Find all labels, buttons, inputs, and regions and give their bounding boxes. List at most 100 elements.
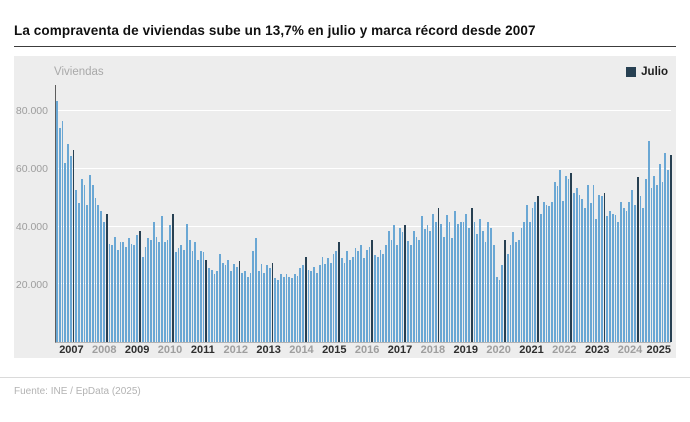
bar-2013-1 bbox=[255, 238, 257, 342]
bar-july-2019-7 bbox=[470, 207, 473, 342]
x-axis-year-2021: 2021 bbox=[519, 344, 544, 356]
bar-2021-10 bbox=[545, 204, 548, 342]
bar-2008-5 bbox=[100, 210, 103, 342]
bar-2017-1 bbox=[387, 230, 390, 342]
bar-july-2016-7 bbox=[371, 239, 374, 342]
bar-2018-12 bbox=[451, 238, 454, 342]
bar-2022-11 bbox=[581, 199, 584, 342]
bar-2014-4 bbox=[296, 275, 299, 342]
bar-2024-10 bbox=[645, 178, 647, 342]
x-axis-year-2012: 2012 bbox=[223, 344, 248, 356]
bar-2025-6 bbox=[667, 170, 669, 342]
bar-2010-4 bbox=[163, 242, 166, 342]
bar-2018-6 bbox=[434, 222, 437, 342]
bar-july-2007-7 bbox=[72, 149, 75, 342]
bar-2010-5 bbox=[166, 239, 169, 342]
bar-2016-8 bbox=[374, 255, 376, 342]
bar-2010-9 bbox=[177, 248, 180, 342]
bar-2012-4 bbox=[230, 271, 232, 342]
x-axis-year-2022: 2022 bbox=[552, 344, 577, 356]
y-axis-title: Viviendas bbox=[54, 66, 104, 78]
bar-2019-1 bbox=[454, 210, 457, 342]
bar-2015-6 bbox=[335, 251, 338, 342]
x-axis-year-2008: 2008 bbox=[92, 344, 117, 356]
bar-2012-3 bbox=[227, 259, 230, 342]
bar-2012-2 bbox=[224, 265, 227, 342]
bar-2024-2 bbox=[622, 207, 625, 342]
bar-2008-2 bbox=[91, 184, 94, 342]
bar-2014-3 bbox=[293, 274, 296, 342]
x-axis-year-2024: 2024 bbox=[617, 344, 643, 356]
bar-2020-9 bbox=[509, 245, 512, 342]
bar-2023-2 bbox=[589, 203, 592, 342]
bar-2013-2 bbox=[257, 271, 260, 342]
bar-2022-1 bbox=[553, 181, 556, 342]
bar-2022-9 bbox=[575, 187, 578, 342]
bar-2012-10 bbox=[246, 277, 249, 342]
legend[interactable]: Julio bbox=[626, 66, 668, 78]
x-axis-year-2016: 2016 bbox=[354, 344, 380, 356]
bar-july-2008-7 bbox=[105, 213, 108, 342]
bar-2017-9 bbox=[410, 245, 412, 342]
x-axis-year-2011: 2011 bbox=[190, 344, 215, 356]
bar-2010-2 bbox=[158, 242, 161, 342]
bar-2024-12 bbox=[650, 187, 653, 342]
x-axis-year-2020: 2020 bbox=[486, 344, 511, 356]
bar-2016-2 bbox=[357, 251, 360, 342]
bar-2019-10 bbox=[479, 219, 481, 342]
bar-2024-1 bbox=[620, 201, 622, 342]
bar-2015-11 bbox=[349, 259, 351, 342]
bar-2012-6 bbox=[235, 266, 238, 342]
bar-2013-12 bbox=[285, 274, 288, 342]
bar-2020-12 bbox=[517, 239, 520, 342]
bar-2024-9 bbox=[642, 207, 645, 342]
bar-2009-9 bbox=[144, 246, 147, 342]
plot bbox=[55, 85, 672, 343]
bar-2025-5 bbox=[664, 152, 667, 342]
bar-2022-5 bbox=[564, 175, 567, 342]
gridline bbox=[56, 167, 671, 169]
bar-2008-1 bbox=[89, 174, 91, 342]
x-axis-year-2015: 2015 bbox=[322, 344, 347, 356]
bar-2010-10 bbox=[180, 245, 183, 342]
bar-2014-2 bbox=[291, 278, 293, 342]
bar-2011-3 bbox=[194, 242, 197, 342]
bar-2020-3 bbox=[492, 245, 495, 342]
bar-july-2009-7 bbox=[138, 230, 141, 342]
bar-july-2012-7 bbox=[238, 261, 241, 342]
x-axis-year-2019: 2019 bbox=[453, 344, 478, 356]
bar-2017-12 bbox=[418, 239, 421, 342]
x-axis-year-labels: 2007 2008 2009 2010 2011 2012 2013 2014 2015 2016… bbox=[55, 343, 671, 358]
bar-july-2022-7 bbox=[570, 173, 573, 342]
x-axis-year-2010: 2010 bbox=[157, 344, 183, 356]
x-axis-year-2013: 2013 bbox=[256, 344, 281, 356]
bar-2008-10 bbox=[114, 236, 116, 342]
bar-2014-5 bbox=[299, 268, 302, 342]
bar-2012-9 bbox=[244, 271, 246, 342]
bar-2011-9 bbox=[210, 269, 213, 342]
bar-2008-3 bbox=[94, 197, 97, 342]
bar-2021-9 bbox=[542, 201, 545, 342]
bar-2013-3 bbox=[260, 264, 263, 342]
bar-2022-4 bbox=[562, 200, 564, 342]
bar-2023-11 bbox=[614, 214, 617, 342]
bar-2024-11 bbox=[647, 141, 650, 342]
bar-2011-8 bbox=[208, 268, 210, 342]
bar-2022-2 bbox=[556, 186, 559, 342]
bar-2017-10 bbox=[412, 230, 415, 342]
bar-2024-8 bbox=[639, 196, 642, 342]
bar-2016-6 bbox=[368, 246, 371, 342]
header: La compraventa de viviendas sube un 13,7… bbox=[14, 0, 676, 47]
bar-2018-11 bbox=[448, 222, 451, 342]
bar-2018-4 bbox=[429, 230, 432, 342]
bar-2012-8 bbox=[241, 272, 244, 342]
bar-2007-12 bbox=[86, 204, 89, 342]
bar-2014-10 bbox=[313, 266, 315, 342]
bar-2010-11 bbox=[183, 249, 185, 342]
bar-2017-3 bbox=[393, 225, 396, 342]
bar-2019-4 bbox=[462, 222, 465, 342]
bar-july-2011-7 bbox=[205, 259, 208, 342]
bar-2008-12 bbox=[119, 242, 122, 342]
bar-2023-1 bbox=[587, 184, 589, 342]
bar-2022-8 bbox=[573, 193, 575, 342]
